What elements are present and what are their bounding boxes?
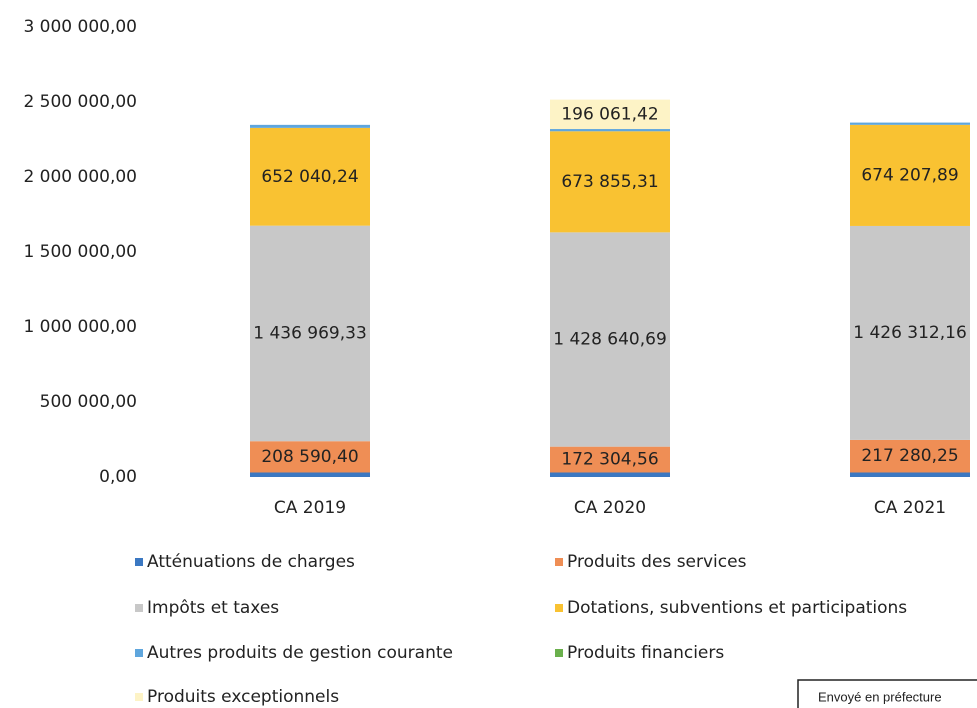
y-tick-label: 500 000,00: [40, 392, 137, 412]
y-tick-label: 0,00: [99, 467, 137, 487]
data-label: 208 590,40: [261, 447, 358, 467]
data-label: 1 436 969,33: [253, 323, 367, 343]
bar-segment: [550, 99, 670, 130]
stamp-box: [797, 679, 977, 708]
bar-segment: [250, 441, 370, 473]
legend-label: Produits exceptionnels: [147, 687, 339, 707]
bar-segment: [850, 124, 970, 226]
y-tick-label: 2 500 000,00: [23, 92, 137, 112]
legend-label: Impôts et taxes: [147, 598, 279, 618]
bar-segment: [850, 439, 970, 473]
legend-swatch: [555, 604, 563, 612]
legend-swatch: [135, 693, 143, 701]
y-tick-label: 2 000 000,00: [23, 167, 137, 187]
data-label: 196 061,42: [561, 104, 658, 124]
y-tick-label: 1 500 000,00: [23, 242, 137, 262]
y-tick-label: 3 000 000,00: [23, 17, 137, 37]
legend-swatch: [135, 558, 143, 566]
legend-swatch: [135, 604, 143, 612]
legend-swatch: [555, 558, 563, 566]
bar-segment: [250, 127, 370, 226]
data-label: 1 428 640,69: [553, 330, 667, 350]
bar-segment: [550, 472, 670, 477]
bar-segment: [850, 472, 970, 477]
bar-segment: [850, 122, 970, 125]
bar-segment: [250, 472, 370, 477]
x-tick-label: CA 2021: [874, 498, 946, 518]
bar-segment: [550, 446, 670, 473]
legend-label: Autres produits de gestion courante: [147, 643, 453, 663]
x-tick-label: CA 2020: [574, 498, 646, 518]
bar-segment: [850, 225, 970, 440]
y-tick-label: 1 000 000,00: [23, 317, 137, 337]
stamp-text: Envoyé en préfecture: [818, 689, 942, 704]
data-label: 172 304,56: [561, 450, 658, 470]
x-tick-label: CA 2019: [274, 498, 346, 518]
data-label: 217 280,25: [861, 446, 958, 466]
legend-label: Produits des services: [567, 552, 747, 572]
data-label: 1 426 312,16: [853, 323, 967, 343]
legend-swatch: [555, 649, 563, 657]
legend-label: Atténuations de charges: [147, 552, 355, 572]
data-label: 673 855,31: [561, 172, 658, 192]
data-label: 674 207,89: [861, 165, 958, 185]
bar-segment: [250, 225, 370, 442]
bar-segment: [550, 131, 670, 233]
bar-segment: [550, 232, 670, 447]
bar-segment: [550, 129, 670, 132]
bar-segment: [250, 124, 370, 128]
legend-label: Produits financiers: [567, 643, 724, 663]
legend-swatch: [135, 649, 143, 657]
data-label: 652 040,24: [261, 167, 358, 187]
legend-label: Dotations, subventions et participations: [567, 598, 907, 618]
